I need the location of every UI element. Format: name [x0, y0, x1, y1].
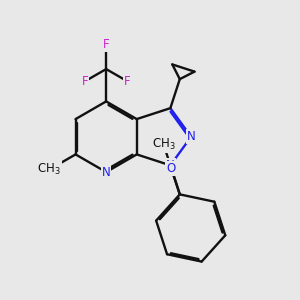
Text: N: N — [166, 159, 175, 172]
Text: N: N — [187, 130, 196, 143]
Text: N: N — [102, 166, 110, 178]
Text: CH$_3$: CH$_3$ — [37, 162, 61, 177]
Text: F: F — [82, 75, 88, 88]
Text: CH$_3$: CH$_3$ — [152, 136, 175, 152]
Text: F: F — [103, 38, 110, 51]
Text: O: O — [167, 162, 176, 175]
Text: F: F — [124, 75, 131, 88]
